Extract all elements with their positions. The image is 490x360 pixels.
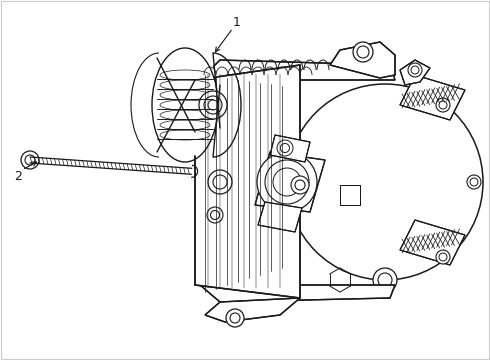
Circle shape <box>353 42 373 62</box>
Polygon shape <box>200 60 395 80</box>
Circle shape <box>208 170 232 194</box>
Polygon shape <box>330 42 395 78</box>
Polygon shape <box>400 220 465 265</box>
Polygon shape <box>195 65 300 298</box>
Circle shape <box>287 84 483 280</box>
Polygon shape <box>205 298 300 322</box>
Polygon shape <box>400 60 430 85</box>
Text: 2: 2 <box>14 170 22 183</box>
Polygon shape <box>255 152 325 212</box>
Circle shape <box>373 268 397 292</box>
Polygon shape <box>258 202 302 232</box>
Circle shape <box>277 140 293 156</box>
Polygon shape <box>340 185 360 205</box>
Polygon shape <box>400 75 465 120</box>
Circle shape <box>226 309 244 327</box>
Circle shape <box>467 175 481 189</box>
Circle shape <box>436 250 450 264</box>
Text: 1: 1 <box>233 15 241 28</box>
Circle shape <box>21 151 39 169</box>
Circle shape <box>436 98 450 112</box>
Circle shape <box>408 63 422 77</box>
Circle shape <box>207 207 223 223</box>
Polygon shape <box>157 53 213 157</box>
Circle shape <box>257 152 317 212</box>
Polygon shape <box>270 135 310 162</box>
Circle shape <box>291 176 309 194</box>
Polygon shape <box>200 285 395 302</box>
Polygon shape <box>30 157 192 174</box>
Circle shape <box>199 91 227 119</box>
